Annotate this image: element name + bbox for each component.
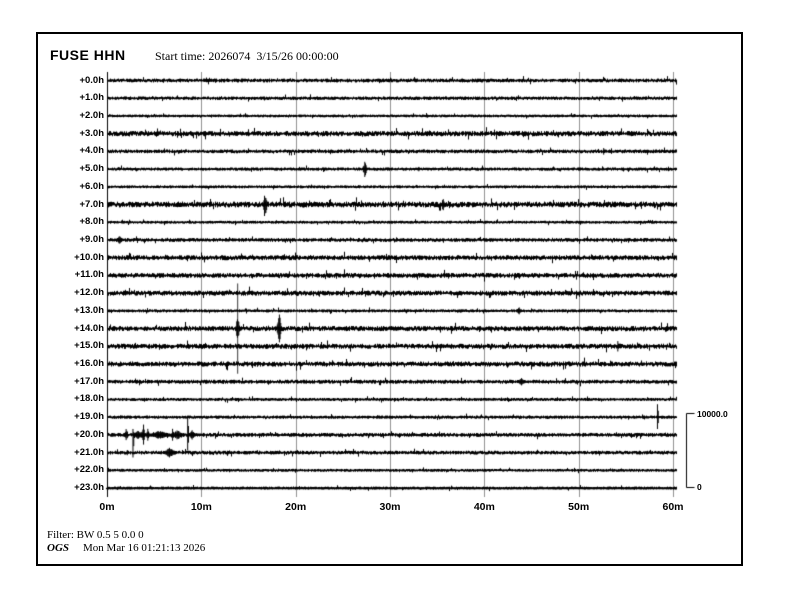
x-tick-label: 0m	[99, 501, 115, 513]
trace-hour-label: +15.0h	[74, 340, 104, 352]
render-timestamp: Mon Mar 16 01:21:13 2026	[83, 542, 206, 554]
trace-hour-label: +1.0h	[79, 92, 104, 104]
x-tick-label: 30m	[379, 501, 401, 513]
trace-hour-label: +2.0h	[79, 109, 104, 121]
trace-hour-label: +22.0h	[74, 464, 104, 476]
trace-hour-label: +8.0h	[79, 216, 104, 228]
trace-hour-label: +7.0h	[79, 198, 104, 210]
x-tick-label: 10m	[190, 501, 212, 513]
trace-hour-label: +11.0h	[74, 269, 104, 281]
station-title: FUSE HHN	[50, 47, 126, 63]
trace-hour-label: +0.0h	[79, 74, 104, 86]
x-tick-label: 60m	[662, 501, 684, 513]
trace-hour-label: +4.0h	[79, 145, 104, 157]
start-time-label: Start time: 2026074 3/15/26 00:00:00	[155, 49, 339, 63]
trace-hour-label: +21.0h	[74, 446, 104, 458]
trace-hour-label: +14.0h	[74, 322, 104, 334]
trace-hour-label: +23.0h	[74, 482, 104, 494]
trace-hour-label: +19.0h	[74, 411, 104, 423]
x-tick-label: 50m	[568, 501, 590, 513]
trace-hour-label: +3.0h	[79, 127, 104, 139]
trace-hour-label: +12.0h	[74, 287, 104, 299]
trace-hour-label: +9.0h	[79, 233, 104, 245]
trace-hour-label: +6.0h	[79, 180, 104, 192]
x-tick-label: 20m	[285, 501, 307, 513]
figure-border	[36, 32, 743, 566]
scale-bar-min-label: 0	[697, 482, 702, 492]
footer-credit: OGS Mon Mar 16 01:21:13 2026	[47, 542, 205, 554]
scale-bar-max-label: 10000.0	[697, 409, 728, 419]
trace-hour-label: +20.0h	[74, 428, 104, 440]
trace-hour-label: +5.0h	[79, 163, 104, 175]
trace-hour-label: +18.0h	[74, 393, 104, 405]
filter-info: Filter: BW 0.5 5 0.0 0	[47, 529, 144, 541]
x-tick-label: 40m	[473, 501, 495, 513]
trace-hour-label: +13.0h	[74, 304, 104, 316]
org-name: OGS	[47, 542, 70, 554]
trace-hour-label: +16.0h	[74, 358, 104, 370]
trace-hour-label: +10.0h	[74, 251, 104, 263]
trace-hour-label: +17.0h	[74, 375, 104, 387]
